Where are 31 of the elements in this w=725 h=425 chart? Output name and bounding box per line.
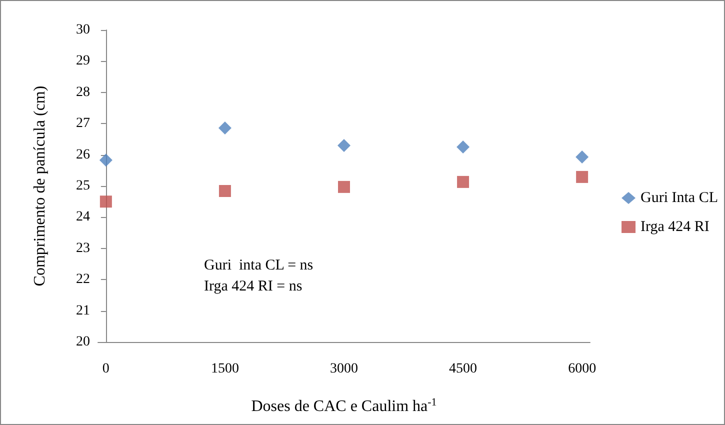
y-tick-label: 25	[76, 178, 90, 194]
point	[576, 170, 588, 183]
y-tick-label: 30	[76, 22, 90, 38]
annotation: Irga 424 RI = ns	[204, 278, 302, 294]
point	[457, 176, 470, 188]
y-tick-label: 21	[76, 303, 90, 318]
point	[338, 180, 350, 193]
x-tick-label: 1500	[210, 362, 239, 376]
point	[100, 196, 112, 208]
x-tick-label: 3000	[330, 362, 358, 376]
y-tick-label: 24	[76, 210, 90, 225]
x-tick-label: 6000	[568, 362, 596, 376]
y-axis-title: Comprimento de panícula (cm)	[32, 86, 48, 286]
x-tick-label: 0	[102, 362, 110, 376]
y-tick-label: 26	[76, 147, 90, 162]
y-tick-label: 27	[76, 116, 90, 132]
x-tick-label: 4500	[449, 362, 478, 376]
legend-label: Irga 424 RI	[640, 219, 710, 235]
y-tick-label: 29	[76, 54, 90, 69]
annotation: Guri inta CL = ns	[204, 258, 314, 274]
point	[456, 140, 470, 154]
point	[338, 138, 350, 152]
legend-label: Guri Inta CL	[640, 190, 718, 206]
y-tick-label: 23	[76, 240, 90, 256]
y-tick-label: 20	[76, 334, 90, 350]
y-tick-label: 28	[76, 84, 90, 100]
point	[99, 154, 112, 167]
point	[218, 121, 232, 134]
y-tick-label: 22	[76, 272, 90, 288]
point	[576, 150, 589, 164]
point	[218, 184, 231, 197]
